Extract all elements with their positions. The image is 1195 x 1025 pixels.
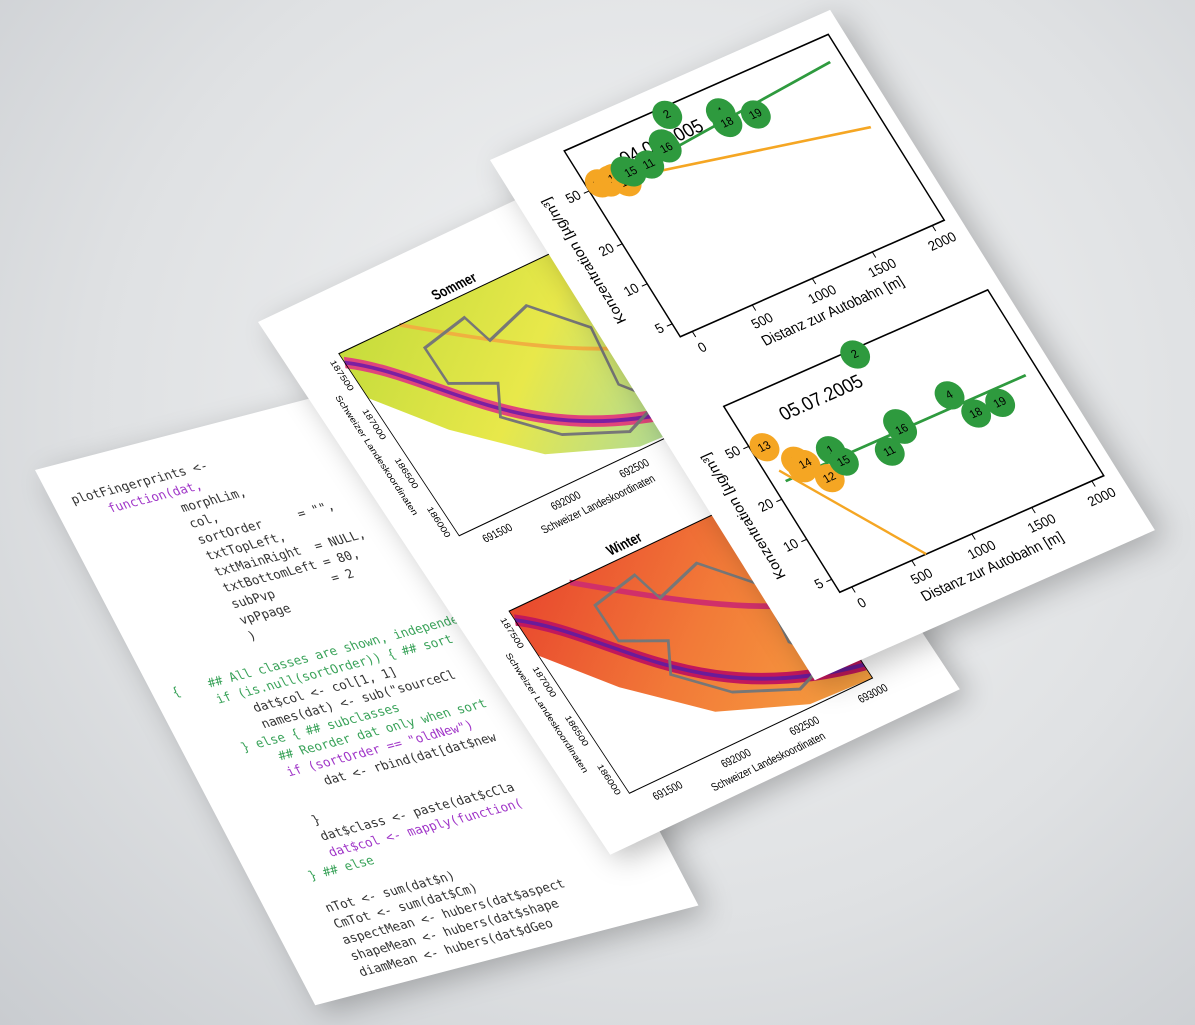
point [652, 100, 683, 130]
y-tick-label: 5 [812, 576, 827, 592]
code-canvas: plotFingerprints <- function(dat, morphL… [68, 458, 610, 1005]
y-tick-label: 186000 [424, 505, 452, 539]
x-tick [911, 560, 916, 567]
point [887, 415, 918, 444]
point-label: 14 [797, 456, 815, 472]
point-label: 11 [641, 157, 658, 172]
point-label: 12 [821, 470, 839, 486]
x-tick-label: 691500 [650, 779, 685, 803]
point-label: 19 [747, 107, 765, 123]
code-page: plotFingerprints <- function(dat, morphL… [35, 370, 699, 1006]
y-tick-label: 5 [652, 320, 667, 336]
x-tick-label: 691500 [480, 521, 515, 545]
x-tick-label: 500 [908, 565, 936, 587]
point-label: 15 [835, 454, 853, 470]
x-tick [871, 251, 877, 258]
y-tick-label: 50 [722, 443, 743, 462]
point-label: 11 [881, 444, 898, 459]
point-label: 16 [893, 422, 911, 438]
point [740, 100, 771, 129]
x-tick [931, 225, 937, 232]
point [651, 134, 682, 163]
point [840, 340, 871, 369]
point [874, 437, 905, 466]
plot-page: 0 500 1000 1500 2000 5 10 20 50 Distanz zur Autob… [490, 9, 1155, 681]
x-tick [691, 331, 697, 338]
point-label: 16 [658, 141, 676, 157]
y-tick-label: 10 [780, 536, 801, 555]
point-label: 18 [967, 406, 985, 422]
y-tick-label: 186000 [594, 763, 622, 797]
x-tick-label: 693000 [855, 682, 890, 706]
x-tick [971, 533, 976, 540]
trend-line [778, 469, 927, 556]
y-tick [616, 243, 623, 247]
point [634, 150, 665, 179]
y-tick [743, 445, 750, 450]
x-tick-label: 500 [748, 310, 776, 332]
x-tick [851, 586, 856, 593]
point-label: 13 [756, 439, 774, 455]
point [790, 449, 821, 479]
y-tick-label: 20 [755, 496, 776, 515]
y-tick [801, 538, 808, 543]
point [961, 399, 992, 428]
point-label: 18 [719, 115, 737, 131]
y-tick [666, 323, 673, 327]
y-tick [826, 578, 832, 583]
y-tick-label: 50 [563, 187, 584, 206]
x-tick [811, 278, 817, 285]
y-tick [583, 190, 590, 194]
x-tick-label: 2000 [925, 229, 959, 254]
x-tick [1091, 480, 1096, 487]
point [712, 108, 743, 138]
point [828, 447, 859, 476]
x-tick-label: 0 [695, 339, 710, 355]
y-tick [776, 498, 783, 503]
x-tick-label: 2000 [1085, 484, 1119, 509]
point [934, 381, 965, 410]
x-tick-label: 0 [854, 595, 869, 611]
y-tick [641, 283, 648, 287]
y-tick-label: 10 [621, 280, 642, 299]
point-label: 15 [622, 165, 640, 181]
x-tick [1031, 507, 1036, 514]
point-label: 19 [991, 395, 1009, 411]
y-tick-label: 20 [596, 240, 617, 259]
point [985, 388, 1016, 418]
x-tick [751, 304, 757, 311]
point [749, 433, 780, 462]
